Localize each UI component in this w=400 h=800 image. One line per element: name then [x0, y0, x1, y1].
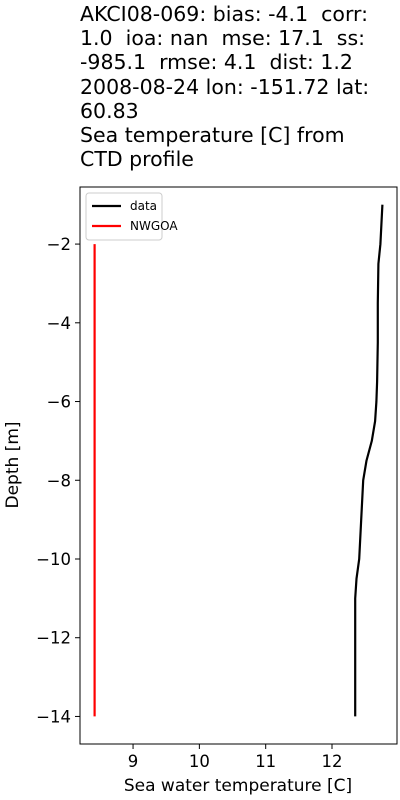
chart-title: AKCI08-069: bias: -4.1 corr: 1.0 ioa: nan…: [80, 2, 398, 171]
x-axis: 9 10 11 12: [128, 744, 343, 771]
series-line-data: [354, 204, 384, 717]
y-tick-label: −6: [47, 393, 71, 412]
plot-series: [93, 204, 384, 717]
x-tick-label: 12: [322, 752, 343, 771]
title-line: 1.0 ioa: nan mse: 17.1 ss:: [80, 26, 366, 51]
legend-frame: [85, 192, 163, 241]
title-line: CTD profile: [80, 147, 194, 172]
title-line: -985.1 rmse: 4.1 dist: 1.2: [80, 50, 353, 75]
legend-label: data: [130, 199, 157, 213]
title-line: Sea temperature [C] from: [80, 123, 345, 148]
y-axis: −2 −4 −6 −8 −10 −12 −14: [36, 235, 80, 726]
legend-label: NWGOA: [130, 219, 178, 233]
y-tick-label: −8: [47, 471, 71, 490]
y-axis-label: Depth [m]: [3, 421, 23, 508]
plot-area: [79, 186, 398, 745]
y-tick-label: −4: [47, 314, 71, 333]
y-tick-label: −14: [36, 707, 71, 726]
y-tick-label: −10: [36, 550, 71, 569]
title-line: AKCI08-069: bias: -4.1 corr:: [80, 2, 369, 26]
y-tick-label: −12: [36, 629, 71, 648]
x-tick-label: 11: [255, 752, 276, 771]
x-axis-label: Sea water temperature [C]: [124, 776, 352, 796]
title-line: 2008-08-24 lon: -151.72 lat:: [80, 74, 370, 99]
x-tick-label: 10: [189, 752, 210, 771]
title-line: 60.83: [80, 98, 139, 123]
y-tick-label: −2: [47, 235, 71, 254]
legend: data NWGOA: [85, 192, 178, 241]
x-tick-label: 9: [128, 752, 139, 771]
